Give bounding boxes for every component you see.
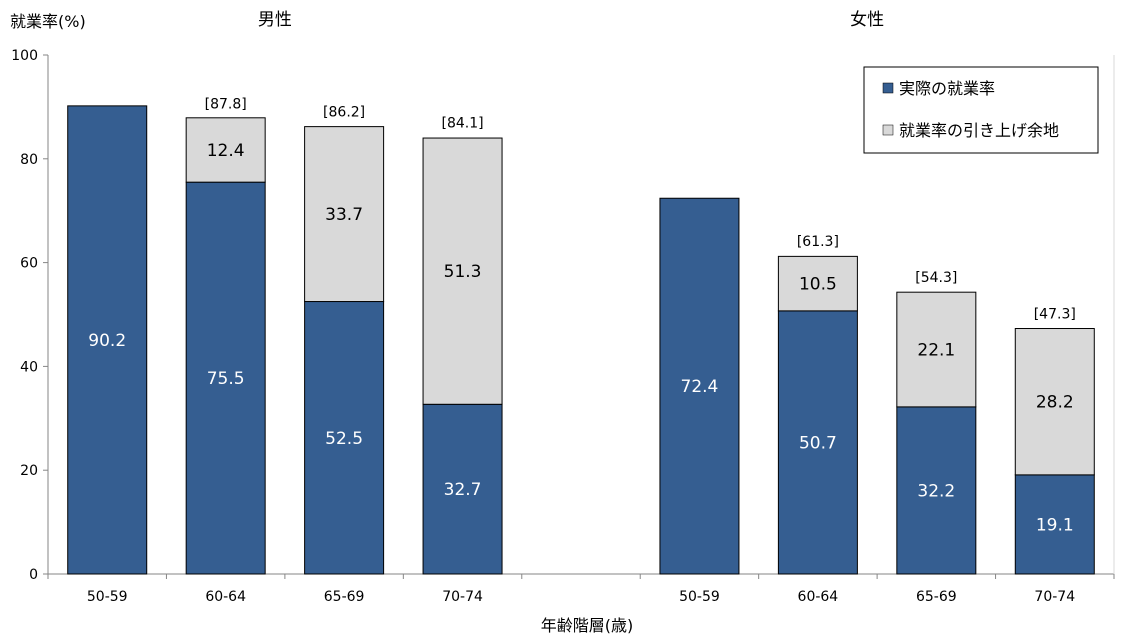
x-axis-ticks: 50-59 60-64 65-69 70-74 50-59 60-64 65-69 70-74: [47, 574, 1115, 605]
data-label-potential: 28.2: [1036, 393, 1074, 413]
y-tick-label: 40: [20, 359, 38, 375]
data-label-total: [87.8]: [205, 96, 247, 112]
bars: 90.2 75.5 12.4 [87.8] 52.5 33.7 [86.2] 32.7 51.3…: [67, 96, 1095, 575]
legend-box: [863, 66, 1099, 154]
data-label-total: [86.2]: [323, 105, 365, 121]
data-label-potential: 10.5: [799, 275, 837, 295]
data-label-potential: 33.7: [325, 205, 363, 225]
bar-potential: [777, 255, 858, 312]
data-label-potential: 12.4: [207, 141, 245, 161]
x-tick-label: 65-69: [916, 589, 957, 605]
legend-label-actual: 実際の就業率: [899, 79, 995, 98]
bar-actual: [67, 105, 148, 575]
bar-actual: [422, 403, 503, 575]
bar-actual: [1014, 474, 1095, 575]
x-tick-label: 70-74: [1034, 589, 1075, 605]
x-tick-label: 65-69: [324, 589, 365, 605]
data-label-actual: 75.5: [207, 369, 245, 389]
data-label-total: [47.3]: [1034, 307, 1076, 323]
legend-swatch-potential: [882, 124, 894, 136]
data-label-actual: 52.5: [325, 429, 363, 449]
y-tick-label: 0: [29, 567, 38, 583]
bar-actual: [896, 406, 977, 575]
legend-label-potential: 就業率の引き上げ余地: [899, 121, 1059, 140]
bar-potential: [1014, 328, 1095, 476]
data-label-total: [54.3]: [915, 270, 957, 286]
y-axis-title: 就業率(%): [10, 12, 86, 31]
data-label-potential: 51.3: [444, 262, 482, 282]
bar-potential: [896, 291, 977, 408]
data-label-actual: 19.1: [1036, 515, 1074, 535]
group-title: 女性: [850, 10, 884, 30]
bar-actual: [777, 310, 858, 575]
y-tick-label: 80: [20, 152, 38, 168]
y-tick-label: 60: [20, 256, 38, 272]
legend-swatch-actual: [882, 82, 894, 94]
bar-potential: [185, 117, 266, 183]
group-title: 男性: [258, 10, 292, 30]
data-label-actual: 72.4: [681, 377, 719, 397]
data-label-actual: 50.7: [799, 433, 837, 453]
bar-potential: [304, 126, 385, 303]
y-axis-ticks: 0 20 40 60 80 100: [11, 48, 48, 583]
bar-actual: [659, 197, 740, 575]
data-label-actual: 32.2: [917, 481, 955, 501]
x-tick-label: 60-64: [798, 589, 839, 605]
data-label-total: [61.3]: [797, 234, 839, 250]
x-tick-label: 70-74: [442, 589, 483, 605]
data-label-total: [84.1]: [442, 116, 484, 132]
x-axis-title: 年齢階層(歳): [541, 616, 634, 635]
legend: 実際の就業率 就業率の引き上げ余地: [863, 66, 1099, 154]
data-label-potential: 22.1: [917, 341, 955, 361]
bar-potential: [422, 137, 503, 405]
data-label-actual: 32.7: [444, 480, 482, 500]
bar-actual: [304, 301, 385, 575]
y-tick-label: 20: [20, 463, 38, 479]
bar-actual: [185, 181, 266, 575]
y-tick-label: 100: [11, 48, 38, 64]
x-tick-label: 50-59: [87, 589, 128, 605]
x-tick-label: 50-59: [679, 589, 720, 605]
group-titles: 男性 女性: [258, 10, 884, 30]
data-label-actual: 90.2: [88, 331, 126, 351]
x-tick-label: 60-64: [205, 589, 246, 605]
